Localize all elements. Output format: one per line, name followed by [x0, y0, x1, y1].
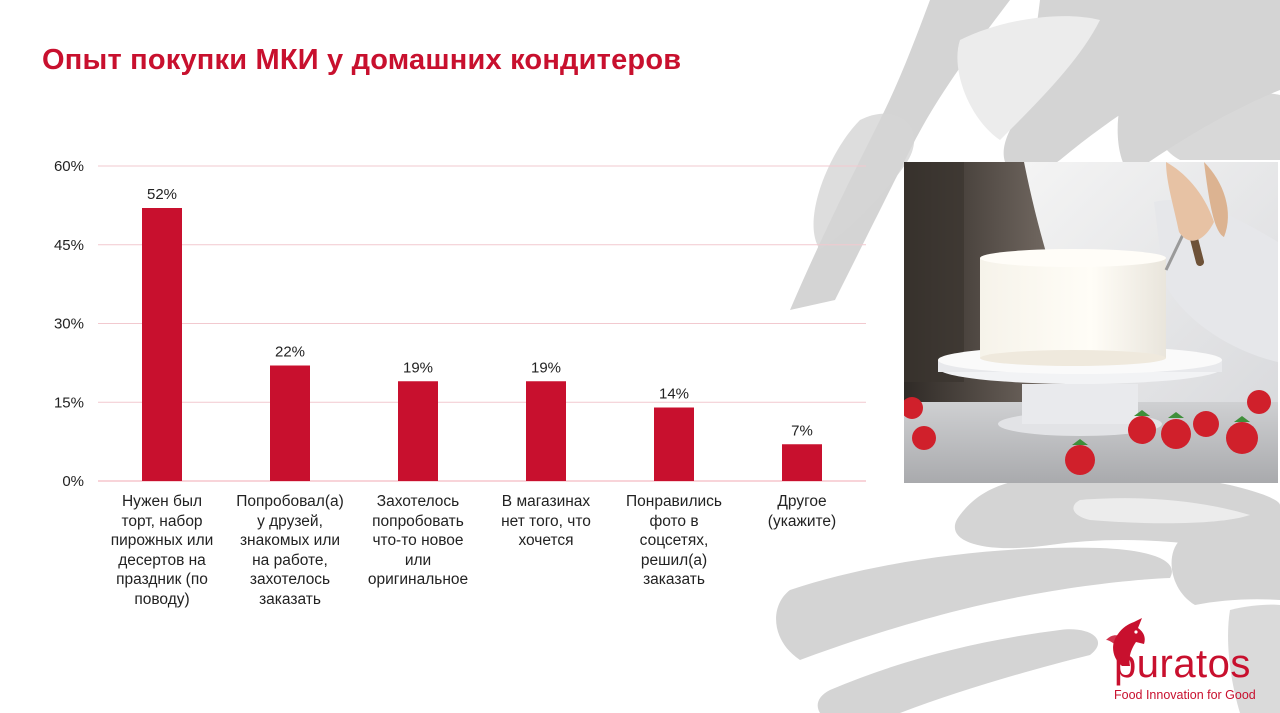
x-category-label-line: оригинальное	[367, 571, 469, 588]
x-category-label-line: хочется	[518, 532, 574, 549]
y-tick-label: 60%	[54, 158, 84, 175]
bar	[526, 381, 566, 481]
x-category-label: Попробовал(а) у друзей, знакомых или на раб…	[229, 492, 351, 609]
x-category-label-line: соцсетях,	[639, 532, 709, 549]
bar	[398, 381, 438, 481]
logo-tagline: Food Innovation for Good	[1114, 688, 1256, 702]
x-category-label: Понравились фото в соцсетях, решил(а) заказа…	[613, 492, 735, 590]
x-category-label-line: Захотелось	[376, 493, 460, 510]
x-category-label-line: решил(а)	[640, 551, 708, 569]
x-category-label-line: десертов на	[118, 551, 206, 569]
x-category-label: В магазинах нет того, что хочется	[485, 492, 607, 551]
logo-wordmark: puratos	[1114, 642, 1251, 686]
x-category-label-line: Попробовал(а)	[236, 493, 344, 510]
data-label: 19%	[531, 359, 561, 376]
y-tick-label: 15%	[54, 394, 84, 411]
x-category-label-line: поводу)	[134, 590, 190, 608]
y-tick-label: 45%	[54, 237, 84, 254]
x-category-label-line: Понравились	[626, 493, 722, 510]
data-label: 22%	[275, 344, 305, 361]
x-category-label-line: знакомых или	[239, 532, 341, 549]
x-category-label-line: захотелось	[249, 571, 331, 588]
x-category-label-line: фото в	[649, 512, 699, 530]
x-category-label: Нужен был торт, набор пирожных или десертов…	[101, 492, 223, 609]
bar	[142, 208, 182, 481]
cake-decorating-photo	[904, 162, 1278, 483]
data-label: 14%	[659, 386, 689, 403]
page-title: Опыт покупки МКИ у домашних кондитеров	[42, 44, 682, 76]
x-category-label-line: Другое	[777, 493, 827, 510]
puratos-logo: puratos Food Innovation for Good	[1100, 618, 1270, 708]
unicorn-icon	[1106, 618, 1145, 666]
y-tick-label: 30%	[54, 316, 84, 333]
x-category-label: Захотелось попробовать что-то новое или ориг…	[357, 492, 479, 590]
y-tick-label: 0%	[62, 473, 84, 490]
x-category-label-line: торт, набор	[121, 512, 203, 530]
x-category-label-line: В магазинах	[501, 493, 591, 510]
x-category-label-line: Нужен был	[121, 493, 203, 510]
data-label: 52%	[147, 186, 177, 203]
x-category-label-line: пирожных или	[110, 532, 214, 549]
x-category-label-line: у друзей,	[257, 512, 323, 530]
x-category-label-line: праздник (по	[116, 571, 208, 588]
bar	[270, 365, 310, 481]
data-label: 7%	[791, 422, 813, 439]
x-category-label: Другое (укажите)	[741, 492, 863, 531]
bar	[654, 407, 694, 481]
bar	[782, 444, 822, 481]
x-category-label-line: (укажите)	[767, 512, 837, 530]
x-category-label-line: на работе,	[252, 551, 328, 569]
data-label: 19%	[403, 359, 433, 376]
x-category-label-line: заказать	[259, 590, 321, 608]
x-category-label-line: нет того, что	[501, 512, 591, 530]
x-category-label-line: или	[404, 551, 432, 569]
x-category-label-line: заказать	[643, 571, 705, 588]
x-category-label-line: попробовать	[372, 512, 464, 530]
x-category-label-line: что-то новое	[372, 532, 464, 549]
